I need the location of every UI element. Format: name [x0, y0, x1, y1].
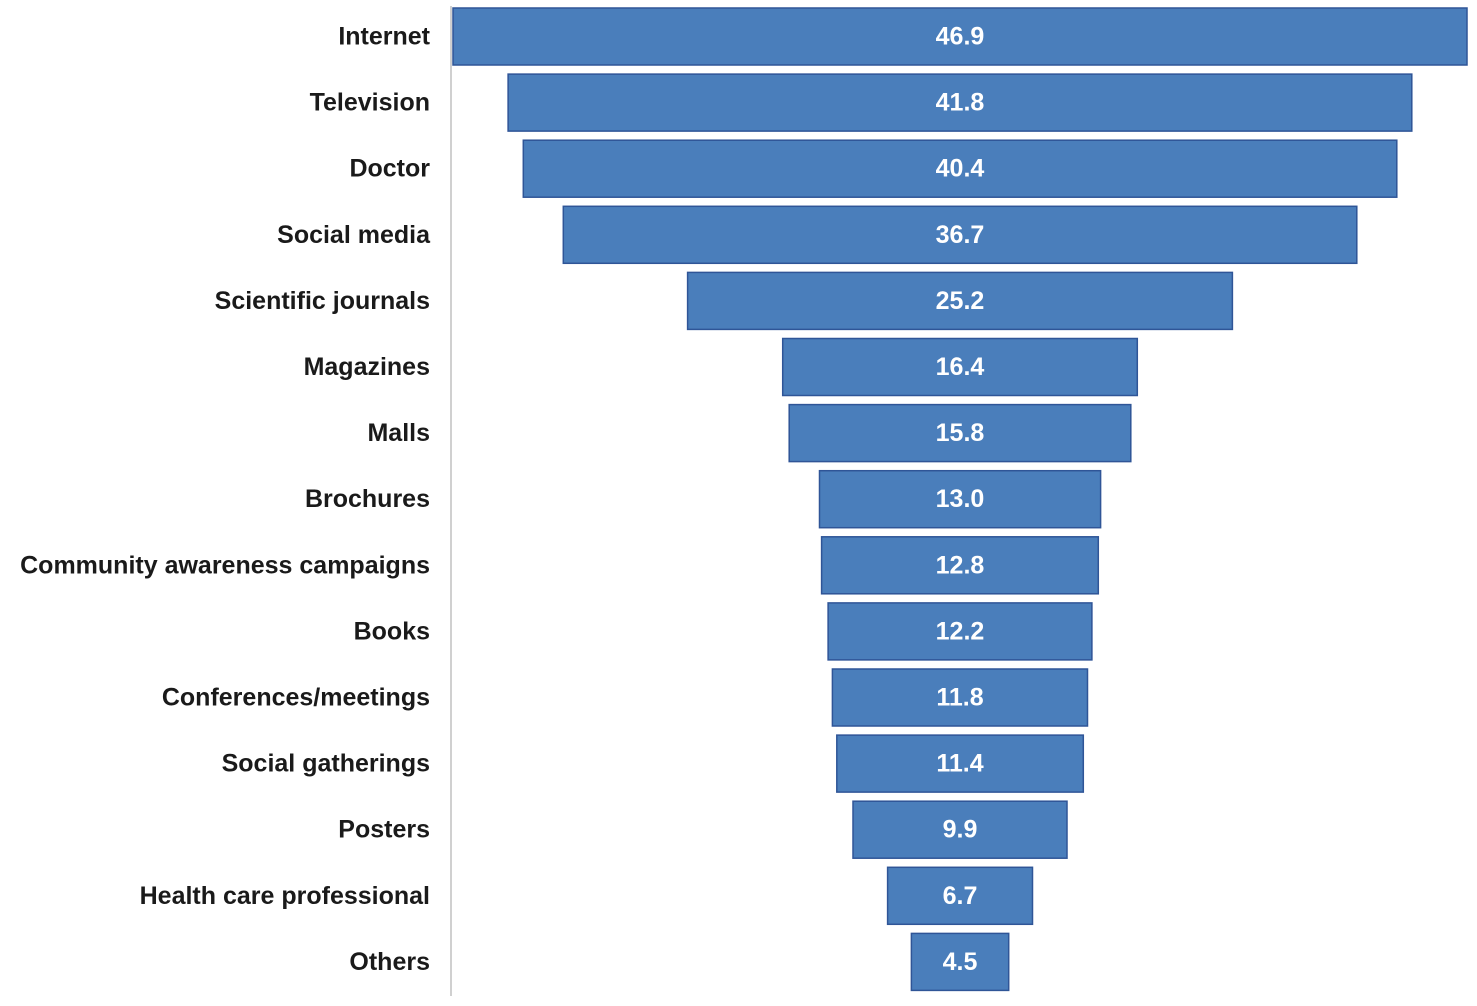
value-label-conferences-meetings: 11.8 — [936, 684, 983, 712]
bar-social-media — [562, 205, 1358, 265]
value-label-magazines: 16.4 — [936, 353, 985, 381]
bar-malls — [788, 403, 1132, 463]
value-label-malls: 15.8 — [936, 419, 985, 447]
category-label-malls: Malls — [367, 419, 430, 447]
category-label-scientific-journals: Scientific journals — [215, 287, 430, 315]
value-label-books: 12.2 — [936, 617, 985, 645]
bar-doctor — [522, 139, 1398, 198]
bar-books — [827, 602, 1093, 661]
category-label-brochures: Brochures — [305, 485, 430, 513]
value-label-brochures: 13.0 — [936, 485, 985, 513]
value-label-posters: 9.9 — [943, 816, 978, 844]
bar-posters — [852, 800, 1068, 859]
category-label-posters: Posters — [338, 816, 430, 844]
value-label-others: 4.5 — [943, 948, 978, 976]
category-label-social-gatherings: Social gatherings — [222, 750, 430, 778]
bar-others — [910, 932, 1010, 992]
category-label-conferences-meetings: Conferences/meetings — [162, 684, 430, 712]
category-labels-group: Internet Television Doctor Social media Scie… — [20, 23, 431, 976]
bar-scientific-journals — [686, 271, 1234, 331]
value-label-community-awareness-campaigns: 12.8 — [936, 551, 985, 579]
value-label-television: 41.8 — [936, 89, 985, 117]
bar-brochures — [818, 469, 1102, 529]
bar-community-awareness-campaigns — [820, 536, 1100, 595]
bar-magazines — [781, 337, 1139, 397]
category-label-internet: Internet — [338, 23, 430, 51]
category-label-television: Television — [310, 89, 430, 117]
bar-health-care-professional — [886, 866, 1034, 926]
category-label-books: Books — [354, 617, 430, 645]
category-label-social-media: Social media — [277, 221, 431, 249]
category-label-health-care-professional: Health care professional — [140, 882, 430, 910]
bars-group — [452, 7, 1468, 992]
category-label-magazines: Magazines — [304, 353, 430, 381]
bar-internet — [452, 7, 1468, 66]
category-label-others: Others — [349, 948, 430, 976]
category-label-doctor: Doctor — [349, 155, 430, 183]
value-labels-group: 46.9 41.8 40.4 36.7 25.2 16.4 15.8 13.0 12.8 12.2… — [936, 23, 985, 976]
bar-conferences-meetings — [831, 668, 1089, 727]
value-label-internet: 46.9 — [936, 23, 985, 51]
value-label-social-gatherings: 11.4 — [936, 750, 983, 778]
bar-television — [507, 73, 1413, 132]
value-label-doctor: 40.4 — [936, 155, 985, 183]
value-label-social-media: 36.7 — [936, 221, 985, 249]
value-label-scientific-journals: 25.2 — [936, 287, 985, 315]
category-label-community-awareness-campaigns: Community awareness campaigns — [20, 551, 430, 579]
bar-social-gatherings — [836, 734, 1085, 793]
value-label-health-care-professional: 6.7 — [943, 882, 978, 910]
